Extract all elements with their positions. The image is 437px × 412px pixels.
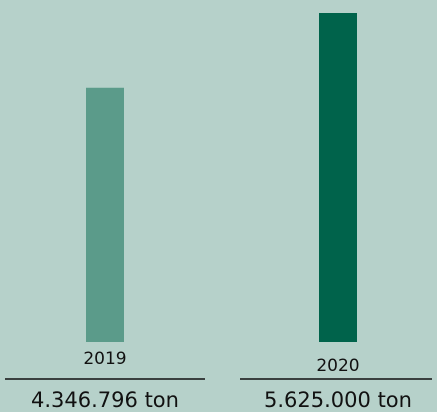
value-label: 4.346.796 ton <box>31 388 179 412</box>
category-label: 2020 <box>316 356 359 376</box>
bar <box>319 13 357 342</box>
bar <box>86 87 124 342</box>
category-label: 2019 <box>83 349 126 369</box>
value-label: 5.625.000 ton <box>264 388 412 412</box>
